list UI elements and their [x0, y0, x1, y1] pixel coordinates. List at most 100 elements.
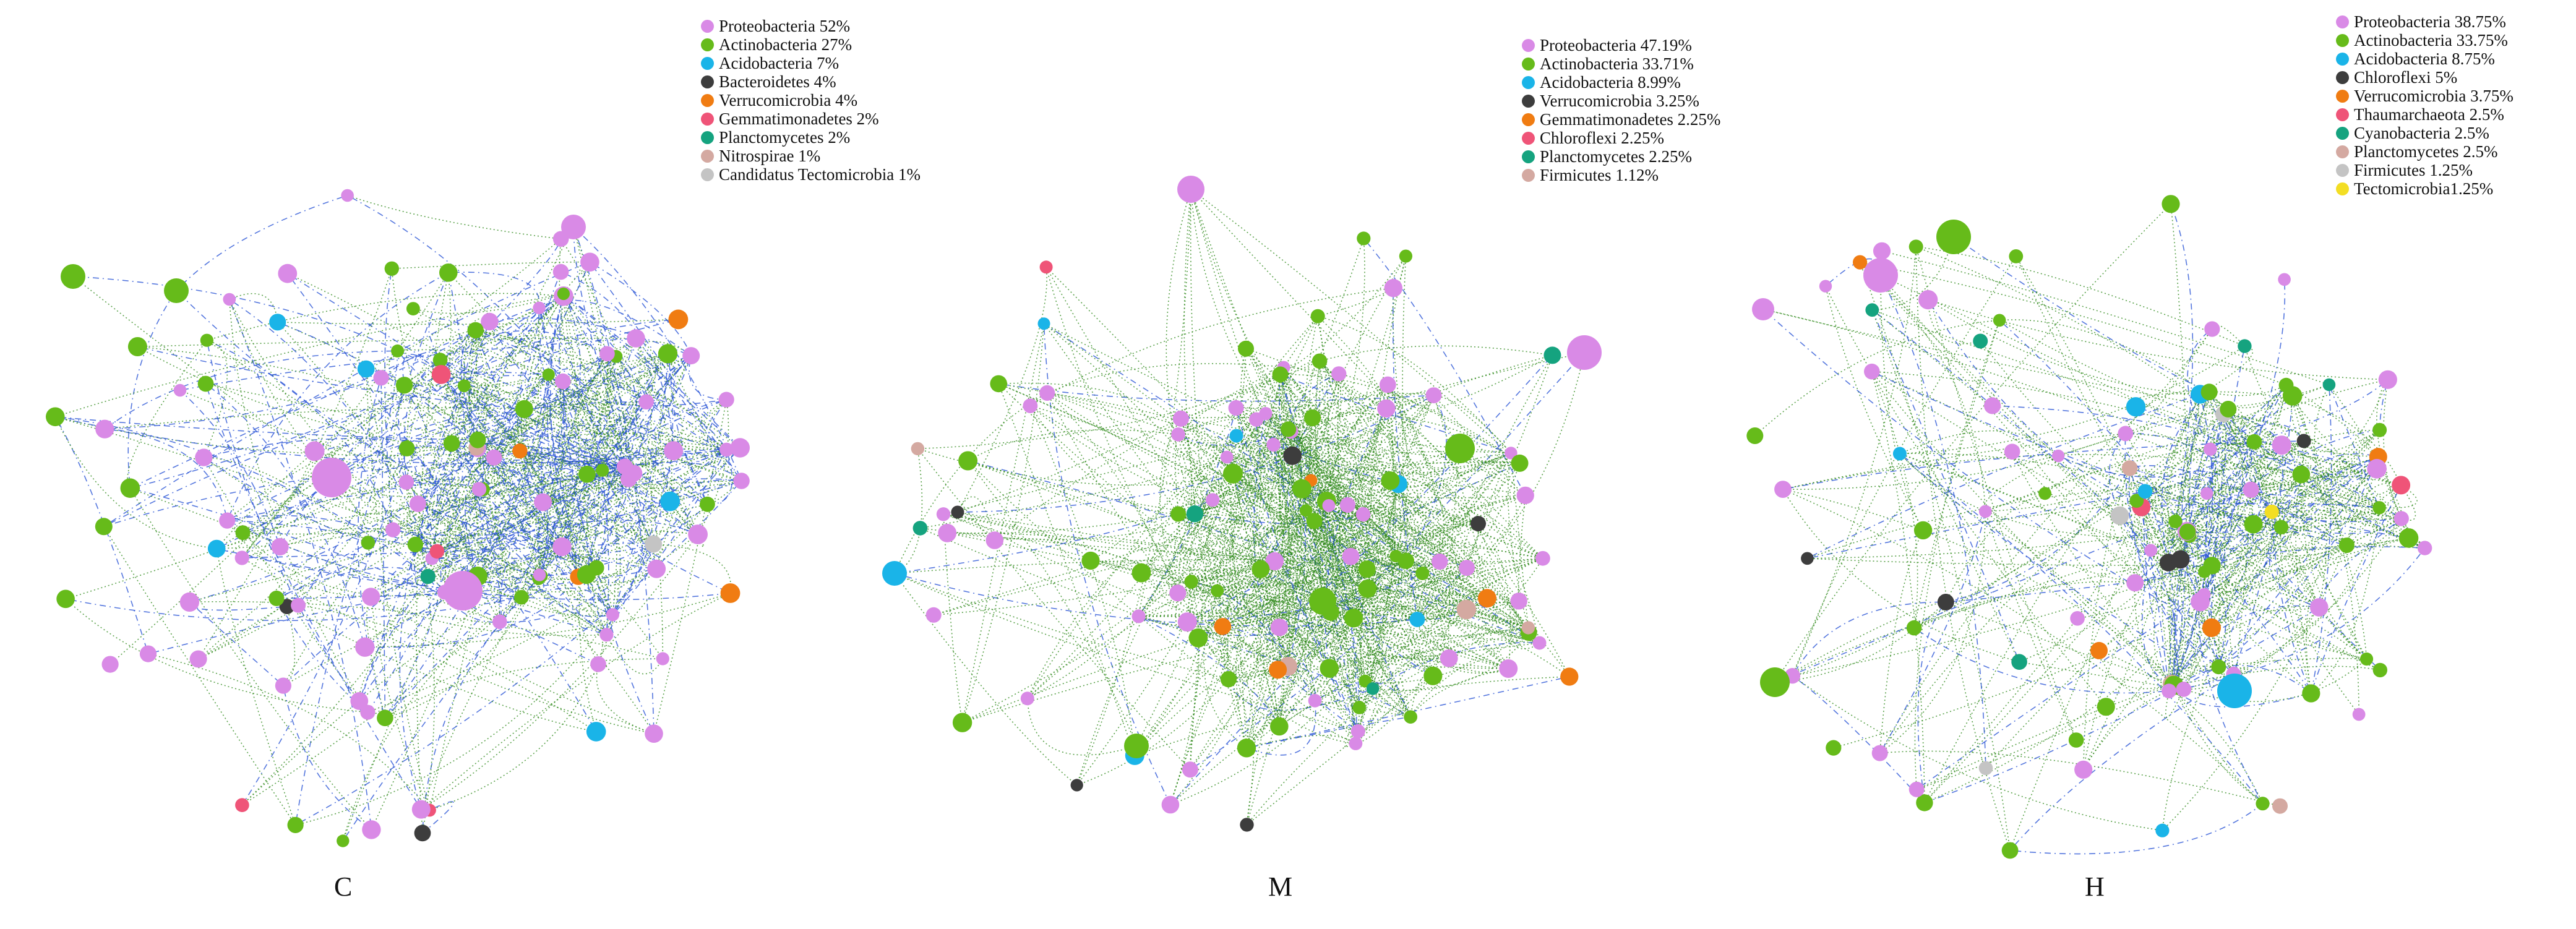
positive-edge [476, 226, 574, 448]
negative-edge [2250, 489, 2402, 523]
negative-edge [460, 330, 478, 440]
node-actinobacteria [2372, 501, 2386, 515]
legend-entry: Firmicutes 1.25% [2336, 161, 2514, 179]
positive-edge [2161, 521, 2176, 686]
positive-edge [2140, 429, 2380, 508]
positive-edge [1279, 609, 1467, 628]
positive-edge [1367, 568, 1509, 669]
legend-entry: Actinobacteria 27% [701, 35, 921, 54]
positive-edge [1871, 309, 2169, 563]
positive-edge [1029, 405, 1529, 628]
legend-entry: Chloroflexi 5% [2336, 68, 2514, 87]
negative-edge [127, 290, 177, 489]
negative-edge [1265, 413, 1360, 708]
node-proteobacteria [101, 656, 119, 673]
negative-edge [2204, 593, 2226, 667]
node-proteobacteria [411, 800, 431, 819]
node-proteobacteria [443, 571, 483, 610]
legend-swatch [1522, 75, 1535, 89]
positive-edge [1329, 558, 1543, 669]
positive-edge [2223, 414, 2254, 524]
positive-edge [2379, 484, 2416, 521]
node-actinobacteria [1306, 513, 1323, 529]
positive-edge [1329, 631, 1529, 669]
positive-edge [1319, 361, 1334, 613]
negative-edge [2281, 518, 2402, 534]
positive-edge [525, 296, 564, 503]
positive-edge [1138, 615, 1509, 669]
legend-swatch [2336, 15, 2349, 28]
positive-edge [1363, 510, 1423, 574]
negative-edge [277, 322, 563, 547]
positive-edge [1076, 189, 1191, 786]
node-proteobacteria [1505, 447, 1518, 460]
node-verrucomicrobia [1214, 618, 1232, 635]
positive-edge [1782, 433, 2126, 490]
node-actinobacteria [2097, 698, 2115, 716]
negative-edge [561, 500, 671, 547]
positive-edge [2125, 413, 2282, 446]
positive-edge [1915, 246, 2077, 740]
positive-edge [2244, 346, 2380, 508]
positive-edge [463, 385, 742, 482]
negative-edge [477, 489, 562, 547]
positive-edge [1235, 407, 1543, 559]
negative-edge [562, 381, 655, 734]
positive-edge [1448, 597, 1496, 659]
node-proteobacteria [925, 607, 942, 623]
positive-edge [1355, 609, 1467, 744]
node-proteobacteria [398, 474, 414, 490]
positive-edge [2136, 500, 2176, 686]
positive-edge [1198, 413, 1266, 638]
positive-edge [957, 267, 1047, 513]
node-dark [279, 599, 295, 614]
negative-edge [1992, 405, 2302, 475]
positive-edge [482, 489, 607, 635]
legend-swatch [2336, 33, 2349, 47]
positive-edge [1177, 514, 1279, 670]
node-actinobacteria [1272, 366, 1289, 383]
positive-edge [1422, 573, 1529, 628]
positive-edge [1326, 500, 1440, 562]
positive-edge [2187, 385, 2287, 533]
positive-edge [1190, 581, 1248, 748]
positive-edge [1170, 581, 1200, 805]
positive-edge [1044, 323, 1543, 559]
positive-edge [1232, 473, 1529, 628]
negative-edge [406, 353, 608, 483]
positive-edge [994, 538, 1091, 562]
node-proteobacteria [275, 677, 291, 694]
node-actinobacteria [2068, 732, 2084, 748]
positive-edge [1043, 323, 1373, 689]
positive-edge [1774, 562, 2169, 683]
positive-edge [1216, 373, 1339, 591]
node-actinobacteria [2038, 487, 2052, 500]
positive-edge [1246, 735, 1356, 749]
positive-edge [2171, 683, 2263, 804]
negative-edge [105, 428, 228, 521]
negative-edge [418, 503, 657, 570]
positive-edge [1880, 275, 2409, 539]
legend-entry: Verrucomicrobia 4% [701, 91, 921, 109]
positive-edge [1190, 189, 1411, 717]
positive-edge [2175, 507, 2380, 536]
positive-edge [562, 380, 742, 482]
negative-edge [2168, 547, 2426, 691]
positive-edge [1177, 592, 1529, 637]
negative-edge [226, 520, 463, 591]
negative-edge [384, 381, 564, 719]
node-actinobacteria [1281, 421, 1297, 437]
node-actinobacteria [1746, 427, 1764, 444]
negative-edge [367, 489, 480, 713]
node-proteobacteria [2197, 588, 2211, 602]
node-proteobacteria [2378, 370, 2397, 389]
node-actinobacteria [1320, 659, 1339, 678]
negative-edge [1324, 408, 1387, 669]
negative-edge [1774, 489, 2251, 683]
negative-edge [2181, 392, 2210, 602]
positive-edge [2009, 394, 2201, 851]
negative-edge [2142, 550, 2175, 686]
legend-entry: Planctomycetes 2.25% [1522, 147, 1720, 166]
positive-edge [1178, 480, 1391, 515]
positive-edge [475, 330, 647, 403]
